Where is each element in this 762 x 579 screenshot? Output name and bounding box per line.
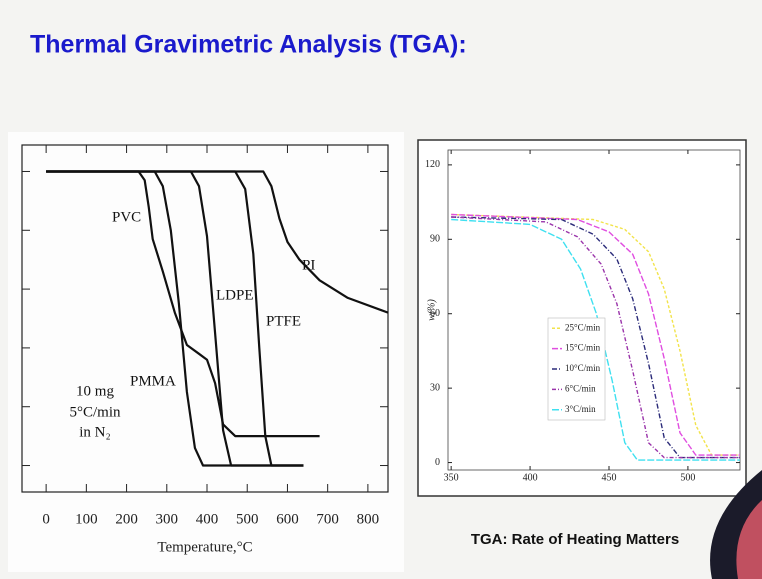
x-axis-label: Temperature,°C xyxy=(157,539,252,555)
series-label: PI xyxy=(302,257,315,273)
y-tick-label: 60 xyxy=(430,308,440,319)
annotation: 5°C/min xyxy=(69,404,121,420)
legend-label: 10°C/min xyxy=(565,363,601,373)
x-tick-label: 450 xyxy=(601,472,616,483)
y-tick-label: 30 xyxy=(430,382,440,393)
x-tick-label: 500 xyxy=(236,511,259,527)
slide-title: Thermal Gravimetric Analysis (TGA): xyxy=(30,31,467,59)
presenter-photo-detail xyxy=(736,500,762,579)
series-line xyxy=(451,213,740,456)
legend-label: 3°C/min xyxy=(565,404,596,414)
caption: TGA: Rate of Heating Matters xyxy=(471,531,679,548)
series-label: LDPE xyxy=(216,287,254,303)
y-axis-label: w(%) xyxy=(426,299,437,321)
legend-label: 25°C/min xyxy=(565,322,601,332)
series-line xyxy=(451,218,740,461)
left-panel xyxy=(8,132,404,572)
annotation: in N₂ xyxy=(79,424,110,440)
legend-box xyxy=(547,317,606,421)
x-tick-label: 300 xyxy=(156,511,179,527)
x-tick-label: 100 xyxy=(75,511,98,527)
y-tick-label: 0 xyxy=(435,457,440,468)
series-line xyxy=(46,170,304,467)
series-line xyxy=(451,213,740,456)
x-tick-label: 350 xyxy=(444,472,459,483)
series-line xyxy=(451,216,740,459)
series-line xyxy=(451,216,740,459)
x-tick-label: 700 xyxy=(316,511,339,527)
legend-label: 6°C/min xyxy=(565,383,596,393)
x-tick-label: 600 xyxy=(276,511,299,527)
annotation: 10 mg xyxy=(76,383,114,399)
right-plot-frame xyxy=(447,149,741,471)
series-line xyxy=(46,170,304,467)
y-tick-label: 90 xyxy=(430,234,440,245)
series-label: PVC xyxy=(112,209,141,225)
x-tick-label: 800 xyxy=(357,511,380,527)
y-tick-label: 120 xyxy=(425,159,440,170)
series-line xyxy=(46,170,389,314)
x-tick-label: 400 xyxy=(196,511,219,527)
x-tick-label: 500 xyxy=(680,472,695,483)
series-line xyxy=(46,170,304,467)
x-tick-label: 200 xyxy=(115,511,138,527)
x-tick-label: 0 xyxy=(42,511,50,527)
legend-label: 15°C/min xyxy=(565,343,601,353)
series-label: PTFE xyxy=(266,313,301,329)
x-tick-label: 400 xyxy=(523,472,538,483)
series-label: PMMA xyxy=(130,373,176,389)
left-plot-frame xyxy=(21,144,389,493)
